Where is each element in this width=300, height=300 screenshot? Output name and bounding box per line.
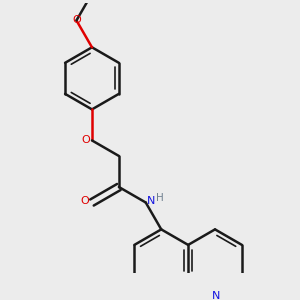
Text: O: O — [72, 15, 81, 26]
Text: N: N — [147, 196, 155, 206]
Text: O: O — [80, 196, 89, 206]
Text: N: N — [212, 290, 220, 300]
Text: O: O — [82, 135, 91, 146]
Text: H: H — [156, 194, 164, 203]
